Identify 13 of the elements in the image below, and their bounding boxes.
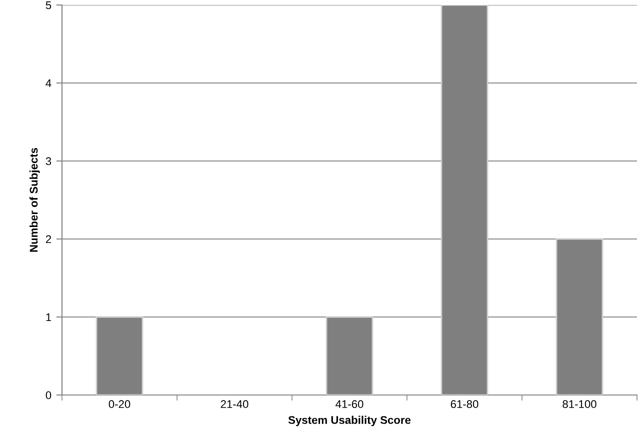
x-tick-label: 0-20 bbox=[108, 400, 130, 408]
y-tick-label: 5 bbox=[46, 1, 52, 10]
y-tick-label: 0 bbox=[46, 391, 52, 400]
x-tick-label: 41-60 bbox=[336, 400, 364, 408]
x-axis-title: System Usability Score bbox=[288, 416, 411, 426]
y-tick-label: 3 bbox=[46, 157, 52, 166]
x-tick-label: 61-80 bbox=[450, 400, 478, 408]
x-tick-label: 81-100 bbox=[562, 400, 596, 408]
y-tick-label: 2 bbox=[46, 235, 52, 244]
y-axis-title: Number of Subjects bbox=[29, 148, 40, 252]
y-tick-label: 1 bbox=[46, 313, 52, 322]
y-tick-label: 4 bbox=[46, 79, 52, 88]
x-tick-label: 21-40 bbox=[220, 400, 248, 408]
